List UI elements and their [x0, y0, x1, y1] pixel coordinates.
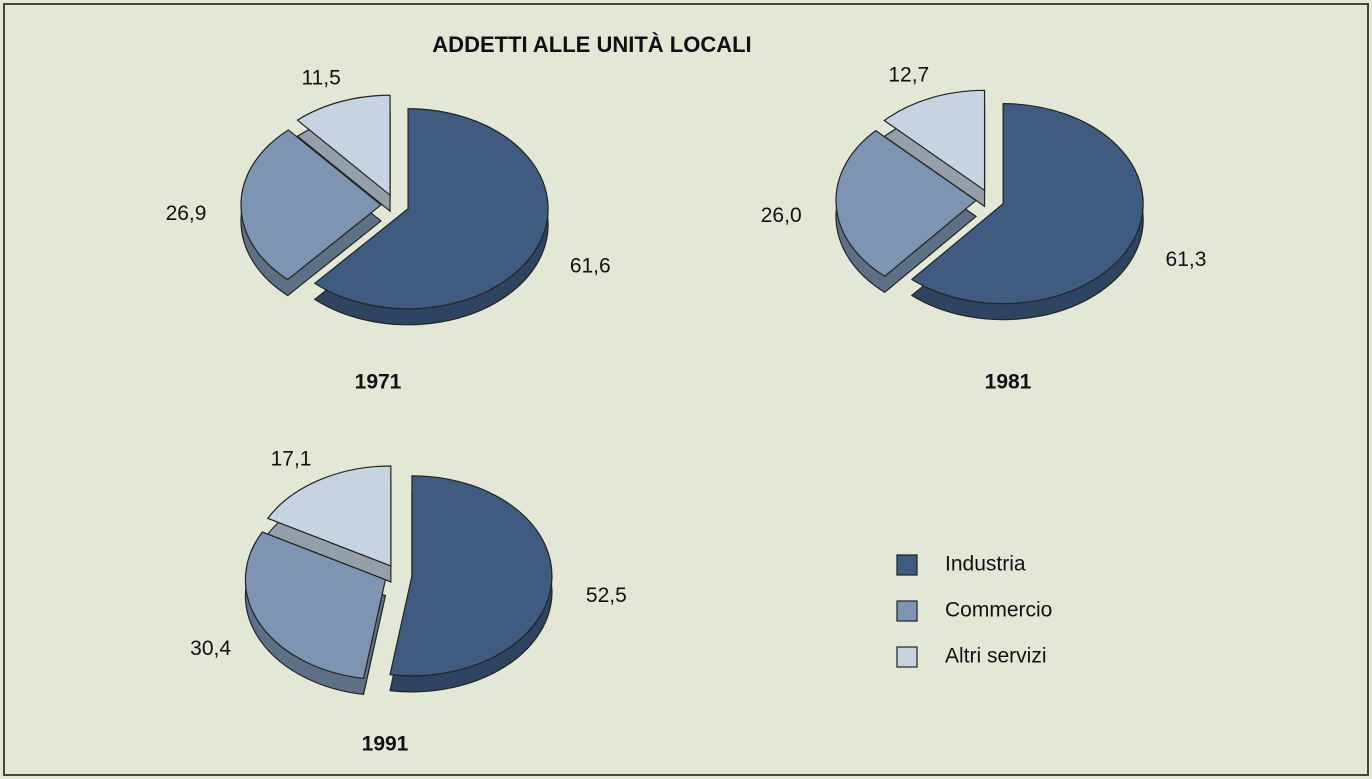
pie-slice	[313, 108, 549, 310]
pie-title: 1971	[355, 371, 402, 394]
pie-slice	[389, 475, 553, 677]
value-label: 17,1	[271, 448, 312, 471]
frame	[3, 3, 1369, 776]
pie-slice	[266, 465, 392, 567]
pie-slice	[296, 94, 391, 197]
legend-swatch	[896, 646, 918, 668]
legend-swatch	[896, 554, 918, 576]
value-label: 61,6	[570, 254, 611, 277]
chart-title: ADDETTI ALLE UNITÀ LOCALI	[432, 32, 751, 57]
value-label: 11,5	[301, 66, 340, 89]
value-label: 61,3	[1166, 248, 1207, 271]
legend-label: Industria	[945, 553, 1026, 576]
legend-label: Commercio	[945, 599, 1052, 622]
value-label: 30,4	[190, 637, 231, 660]
legend-label: Altri servizi	[945, 645, 1047, 668]
value-label: 26,9	[166, 202, 207, 225]
pie-slice	[835, 129, 978, 278]
pie-slice	[883, 89, 986, 192]
pie-title: 1981	[985, 371, 1032, 394]
value-label: 12,7	[888, 63, 929, 86]
pie-title: 1991	[362, 733, 409, 756]
value-label: 52,5	[586, 584, 627, 607]
legend-swatch	[896, 600, 918, 622]
pie-slice	[240, 129, 382, 281]
pie-slice	[910, 103, 1144, 305]
pie-slice	[244, 531, 387, 680]
value-label: 26,0	[761, 204, 802, 227]
